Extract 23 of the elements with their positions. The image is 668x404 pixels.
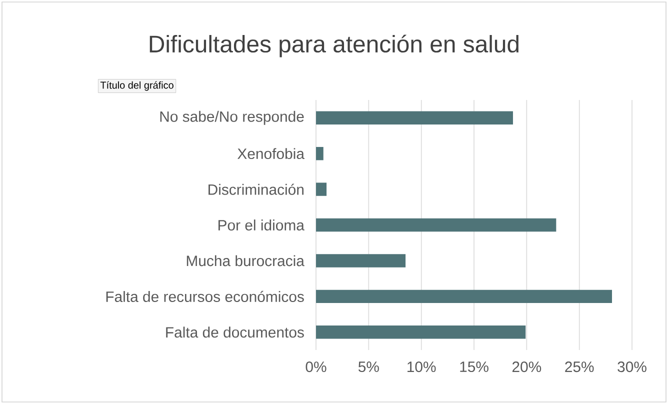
y-tick-label: Discriminación <box>208 184 304 195</box>
y-tick-label: Falta de recursos económicos <box>106 290 304 302</box>
x-tick-label: 5% <box>358 362 379 372</box>
text: Título del gráfico <box>100 81 174 91</box>
bar <box>316 182 327 196</box>
x-tick-label: 15% <box>460 362 488 372</box>
x-tick-label: 0% <box>306 362 326 372</box>
bar <box>316 326 526 339</box>
bar <box>316 111 513 124</box>
x-tick-label: 25% <box>565 362 594 372</box>
x-tick-label: 30% <box>618 362 646 372</box>
y-tick-label: Por el idioma <box>218 220 304 230</box>
bar <box>316 146 324 160</box>
chart-title: Dificultades para atención en salud <box>150 34 518 58</box>
bar <box>316 254 406 268</box>
y-tick-label: Falta de documentos <box>166 326 304 338</box>
bar <box>316 290 612 304</box>
y-tick-label: Xenofobia <box>238 148 304 160</box>
x-tick-label: 20% <box>512 362 542 372</box>
y-tick-label: No sabe/No responde <box>160 110 304 125</box>
y-tick-label: Mucha burocracia <box>186 255 304 266</box>
x-tick-label: 10% <box>408 362 436 372</box>
bar <box>316 218 556 232</box>
